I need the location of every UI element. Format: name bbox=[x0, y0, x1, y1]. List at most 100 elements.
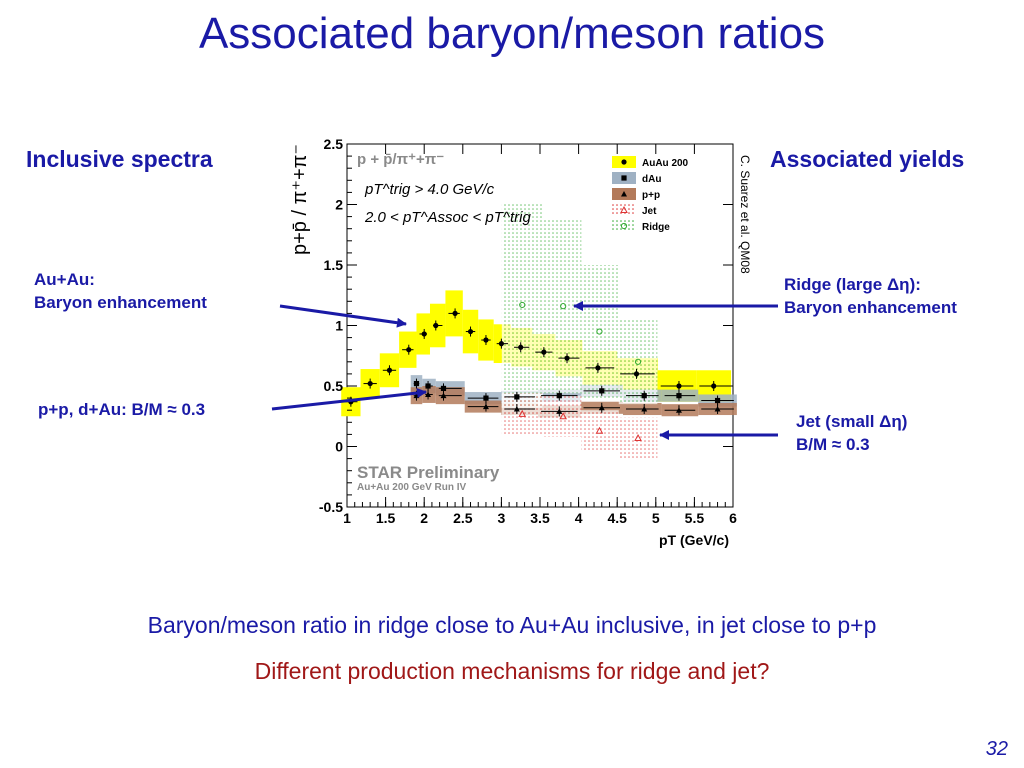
legend-entry: p+p bbox=[642, 190, 660, 201]
x-tick-label: 4.5 bbox=[607, 510, 627, 526]
legend-swatch bbox=[612, 220, 636, 232]
point-dau bbox=[425, 383, 431, 389]
legend-entry: Jet bbox=[642, 206, 657, 217]
x-tick-label: 4 bbox=[575, 510, 583, 526]
page-number: 32 bbox=[985, 738, 1008, 760]
star-preliminary-label: STAR Preliminary bbox=[357, 463, 500, 482]
legend-entry: dAu bbox=[642, 174, 661, 185]
legend-entry: Ridge bbox=[642, 222, 670, 233]
point-auau-200 bbox=[433, 322, 439, 329]
legend-marker bbox=[621, 175, 627, 181]
pp-dau-annotation: p+p, d+Au: B/M ≈ 0.3 bbox=[38, 400, 206, 419]
y-tick-label: 0.5 bbox=[324, 378, 344, 394]
point-dau bbox=[599, 388, 605, 394]
point-dau bbox=[483, 395, 489, 401]
point-dau bbox=[440, 385, 447, 392]
point-auau-200 bbox=[452, 310, 458, 316]
point-p-p bbox=[641, 405, 648, 412]
legend-marker bbox=[620, 222, 628, 230]
associated-yields-heading: Associated yields bbox=[770, 146, 965, 172]
point-auau-200 bbox=[564, 355, 570, 361]
jet-annotation-line2: B/M ≈ 0.3 bbox=[796, 435, 870, 454]
credit-label: C. Suarez et al. QM08 bbox=[738, 155, 752, 274]
y-tick-label: 1.5 bbox=[324, 257, 344, 273]
ridge-annotation-line2: Baryon enhancement bbox=[784, 298, 957, 317]
point-p-p bbox=[598, 404, 605, 411]
y-tick-label: 2.5 bbox=[324, 136, 344, 152]
point-dau bbox=[641, 393, 647, 399]
point-dau bbox=[676, 393, 682, 399]
point-p-p bbox=[556, 408, 563, 414]
point-ridge bbox=[634, 358, 642, 365]
point-auau-200 bbox=[467, 328, 474, 335]
associated-cut-label: 2.0 < pT^Assoc < pT^trig bbox=[364, 209, 531, 226]
point-auau-200 bbox=[711, 383, 717, 389]
band-ridge bbox=[501, 202, 543, 408]
auau-annotation-line1: Au+Au: bbox=[34, 270, 95, 289]
point-auau-200 bbox=[483, 337, 489, 343]
point-auau-200 bbox=[541, 349, 547, 355]
inclusive-spectra-heading: Inclusive spectra bbox=[26, 146, 213, 172]
point-p-p bbox=[513, 405, 520, 412]
x-tick-label: 2 bbox=[420, 510, 428, 526]
point-jet bbox=[634, 433, 642, 442]
plot-title: p + p̄/π⁺+π⁻ bbox=[357, 151, 444, 168]
auau-annotation-line2: Baryon enhancement bbox=[34, 293, 207, 312]
point-p-p bbox=[440, 392, 447, 399]
point-p-p bbox=[714, 405, 721, 412]
trigger-cut-label: pT^trig > 4.0 GeV/c bbox=[364, 181, 495, 198]
point-p-p bbox=[482, 403, 489, 410]
point-auau-200 bbox=[633, 371, 640, 377]
ridge-annotation-line1: Ridge (large Δη): bbox=[784, 275, 921, 294]
band-jet bbox=[501, 393, 543, 435]
run-label: Au+Au 200 GeV Run IV bbox=[357, 482, 467, 493]
conclusion-line-2: Different production mechanisms for ridg… bbox=[254, 658, 770, 684]
point-dau bbox=[514, 394, 520, 400]
slide-title: Associated baryon/meson ratios bbox=[198, 9, 826, 58]
band-ridge bbox=[618, 319, 658, 405]
point-auau-200 bbox=[406, 347, 412, 353]
pp-dau-arrow bbox=[271, 388, 427, 411]
auau-annotation: Au+Au: Baryon enhancement bbox=[34, 268, 207, 314]
point-auau-200 bbox=[676, 383, 682, 389]
point-auau-200 bbox=[367, 380, 373, 387]
point-ridge bbox=[596, 328, 603, 335]
point-jet bbox=[559, 412, 568, 420]
legend-entry: AuAu 200 bbox=[642, 158, 689, 169]
y-tick-label: 0 bbox=[335, 439, 343, 455]
point-ridge bbox=[560, 303, 567, 310]
point-jet bbox=[518, 409, 527, 417]
jet-annotation: Jet (small Δη) B/M ≈ 0.3 bbox=[796, 410, 907, 456]
point-auau-200 bbox=[421, 331, 427, 337]
ridge-annotation: Ridge (large Δη): Baryon enhancement bbox=[784, 273, 957, 319]
x-tick-label: 2.5 bbox=[453, 510, 473, 526]
x-tick-label: 6 bbox=[729, 510, 737, 526]
legend-marker bbox=[621, 159, 627, 165]
band-jet bbox=[581, 410, 619, 452]
point-dau bbox=[413, 380, 420, 387]
x-tick-label: 3 bbox=[498, 510, 506, 526]
point-auau-200 bbox=[518, 344, 524, 350]
y-tick-label: 1 bbox=[335, 318, 343, 334]
legend-marker bbox=[621, 191, 627, 197]
point-ridge bbox=[519, 301, 526, 309]
legend-marker bbox=[620, 205, 628, 213]
band-ridge bbox=[581, 265, 619, 399]
point-jet bbox=[595, 426, 604, 434]
point-dau bbox=[556, 393, 562, 399]
x-axis-label: pT (GeV/c) bbox=[659, 532, 729, 548]
point-dau bbox=[714, 397, 721, 404]
x-tick-label: 1.5 bbox=[376, 510, 396, 526]
x-tick-label: 5.5 bbox=[685, 510, 705, 526]
x-tick-label: 5 bbox=[652, 510, 660, 526]
y-tick-label: 2 bbox=[335, 197, 343, 213]
legend-swatch bbox=[612, 204, 636, 216]
y-axis-label: p+p̄ / π⁺+π⁻ bbox=[289, 144, 311, 255]
x-tick-label: 1 bbox=[343, 510, 351, 526]
point-auau-200 bbox=[386, 367, 393, 373]
conclusion-line-1: Baryon/meson ratio in ridge close to Au+… bbox=[147, 612, 877, 638]
band-jet bbox=[618, 417, 658, 459]
point-auau-200 bbox=[498, 341, 504, 347]
point-auau-200 bbox=[595, 365, 601, 371]
